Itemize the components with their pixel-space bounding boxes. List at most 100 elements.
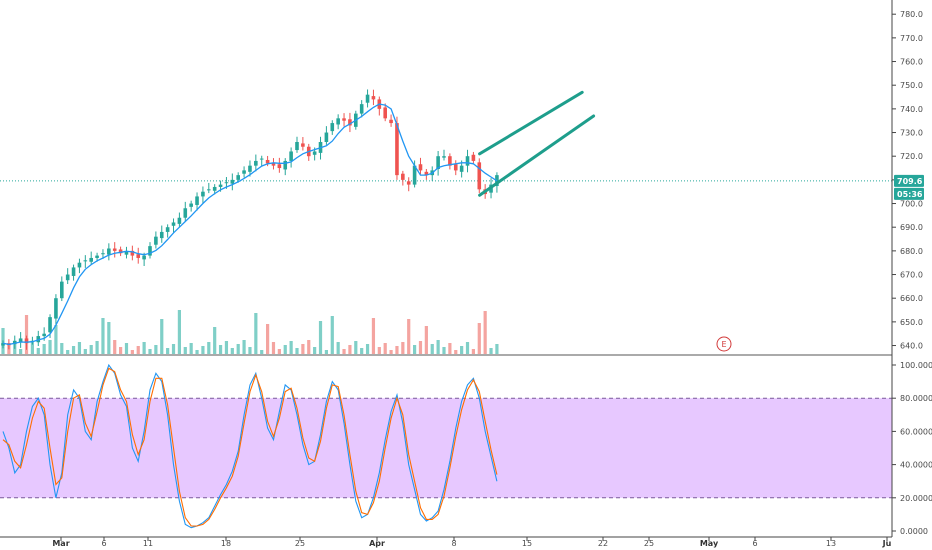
time-tick-label: 22 bbox=[598, 539, 608, 548]
volume-bar bbox=[207, 342, 211, 354]
candle-body bbox=[142, 255, 146, 260]
time-tick-label: Apr bbox=[369, 539, 385, 548]
candle-body bbox=[89, 257, 93, 262]
stochastic-tick-label: 40.0000 bbox=[900, 461, 932, 470]
candle-body bbox=[330, 123, 335, 132]
volume-bar bbox=[495, 344, 499, 354]
volume-bar bbox=[407, 319, 411, 354]
candle-body bbox=[71, 267, 76, 276]
volume-bar bbox=[348, 345, 352, 354]
price-tags: 709.6 05:36 bbox=[894, 174, 924, 200]
candle-body bbox=[236, 175, 240, 180]
earnings-marker[interactable]: E bbox=[716, 336, 732, 352]
volume-bar bbox=[324, 350, 328, 354]
last-price-label: 709.6 bbox=[897, 177, 923, 186]
trend-line[interactable] bbox=[478, 90, 584, 156]
candle-body bbox=[77, 262, 82, 268]
price-tick-label: 650.0 bbox=[900, 318, 923, 327]
stochastic-axis[interactable]: 100.0000 80.0000 60.0000 40.0000 20.0000 0.00… bbox=[892, 361, 932, 536]
volume-bar bbox=[442, 347, 446, 354]
candle-body bbox=[1, 343, 5, 346]
volume-bar bbox=[377, 347, 381, 354]
price-tick-label: 680.0 bbox=[900, 247, 923, 256]
moving-average-line bbox=[2, 103, 498, 346]
volume-bar bbox=[148, 349, 152, 354]
volume-bar bbox=[236, 344, 240, 354]
volume-bar bbox=[42, 344, 46, 354]
volume-bar bbox=[77, 342, 82, 354]
trend-channel[interactable] bbox=[478, 90, 596, 197]
candle-body bbox=[395, 123, 399, 176]
volume-bar bbox=[401, 342, 405, 354]
volume-bar bbox=[365, 344, 370, 354]
volume-bar bbox=[160, 319, 164, 354]
countdown-label: 05:36 bbox=[897, 190, 923, 199]
candle-body bbox=[277, 164, 282, 169]
candle-body bbox=[107, 248, 111, 255]
volume-bar bbox=[383, 343, 387, 354]
candle-body bbox=[418, 164, 423, 171]
volume-bar bbox=[313, 347, 317, 354]
candle-body bbox=[230, 179, 235, 184]
last-price-tag bbox=[894, 174, 924, 187]
volume-bar bbox=[30, 341, 34, 354]
volume-bar bbox=[224, 341, 229, 354]
time-tick-label: 6 bbox=[752, 539, 757, 548]
volume-bar bbox=[113, 340, 117, 354]
candle-body bbox=[295, 142, 299, 151]
volume-bar bbox=[119, 347, 123, 354]
candle-body bbox=[183, 208, 188, 218]
candle-body bbox=[195, 196, 199, 205]
candle-body bbox=[130, 250, 135, 256]
candle-body bbox=[448, 156, 452, 166]
price-tick-label: 640.0 bbox=[900, 342, 923, 351]
volume-bar bbox=[277, 349, 281, 354]
price-tick-label: 660.0 bbox=[900, 294, 923, 303]
volume-bar bbox=[66, 350, 70, 354]
candle-body bbox=[348, 119, 352, 126]
volume-bar bbox=[389, 350, 393, 354]
candle-body bbox=[136, 254, 141, 258]
volume-bar bbox=[354, 341, 358, 354]
time-tick-label: 25 bbox=[644, 539, 654, 548]
candle-body bbox=[48, 317, 52, 333]
volume-bar bbox=[465, 342, 470, 354]
volume-bar bbox=[301, 344, 305, 354]
volume-bar bbox=[460, 346, 464, 354]
volume-bar bbox=[130, 350, 134, 354]
candle-body bbox=[459, 165, 464, 172]
price-tick-label: 750.0 bbox=[900, 81, 923, 90]
stochastic-k-line bbox=[2, 363, 498, 529]
stochastic-band bbox=[0, 398, 892, 498]
time-tick-label: 13 bbox=[826, 539, 836, 548]
candle-body bbox=[359, 104, 364, 114]
time-axis[interactable]: Mar 6 11 18 25 Apr 8 15 22 25 May 6 13 Ju bbox=[52, 537, 892, 548]
price-tick-label: 770.0 bbox=[900, 34, 923, 43]
earnings-circle[interactable] bbox=[716, 336, 732, 352]
candle-body bbox=[224, 182, 229, 184]
stochastic-tick-label: 60.0000 bbox=[900, 427, 932, 436]
volume-bar bbox=[254, 313, 258, 354]
volume-bar bbox=[71, 346, 76, 354]
price-tick-label: 780.0 bbox=[900, 10, 923, 19]
stochastic-tick-label: 80.0000 bbox=[900, 394, 932, 403]
candle-body bbox=[83, 260, 88, 262]
volume-bar bbox=[489, 348, 493, 354]
candle-body bbox=[383, 107, 387, 119]
candle-body bbox=[365, 94, 370, 103]
volume-bar bbox=[201, 346, 205, 354]
volume-bar bbox=[154, 345, 158, 354]
candle-body bbox=[148, 246, 152, 256]
volume-bar bbox=[360, 348, 364, 354]
time-tick-label: 15 bbox=[522, 539, 532, 548]
candle-body bbox=[124, 250, 129, 255]
candle-body bbox=[336, 118, 340, 125]
candle-body bbox=[312, 151, 317, 155]
stochastic-tick-label: 20.0000 bbox=[900, 494, 932, 503]
volume-bar bbox=[183, 347, 187, 354]
volume-bar bbox=[218, 345, 223, 354]
trend-line[interactable] bbox=[478, 114, 596, 197]
candle-body bbox=[165, 227, 170, 232]
candle-body bbox=[242, 170, 246, 174]
